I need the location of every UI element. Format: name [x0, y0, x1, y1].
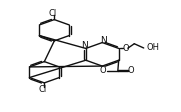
Text: OH: OH [147, 43, 160, 52]
Text: N: N [100, 36, 107, 45]
Text: O: O [122, 44, 129, 53]
Text: Cl: Cl [39, 85, 47, 94]
Text: N: N [81, 41, 88, 51]
Text: O: O [100, 66, 106, 75]
Text: Cl: Cl [49, 9, 57, 18]
Text: O: O [128, 66, 134, 75]
